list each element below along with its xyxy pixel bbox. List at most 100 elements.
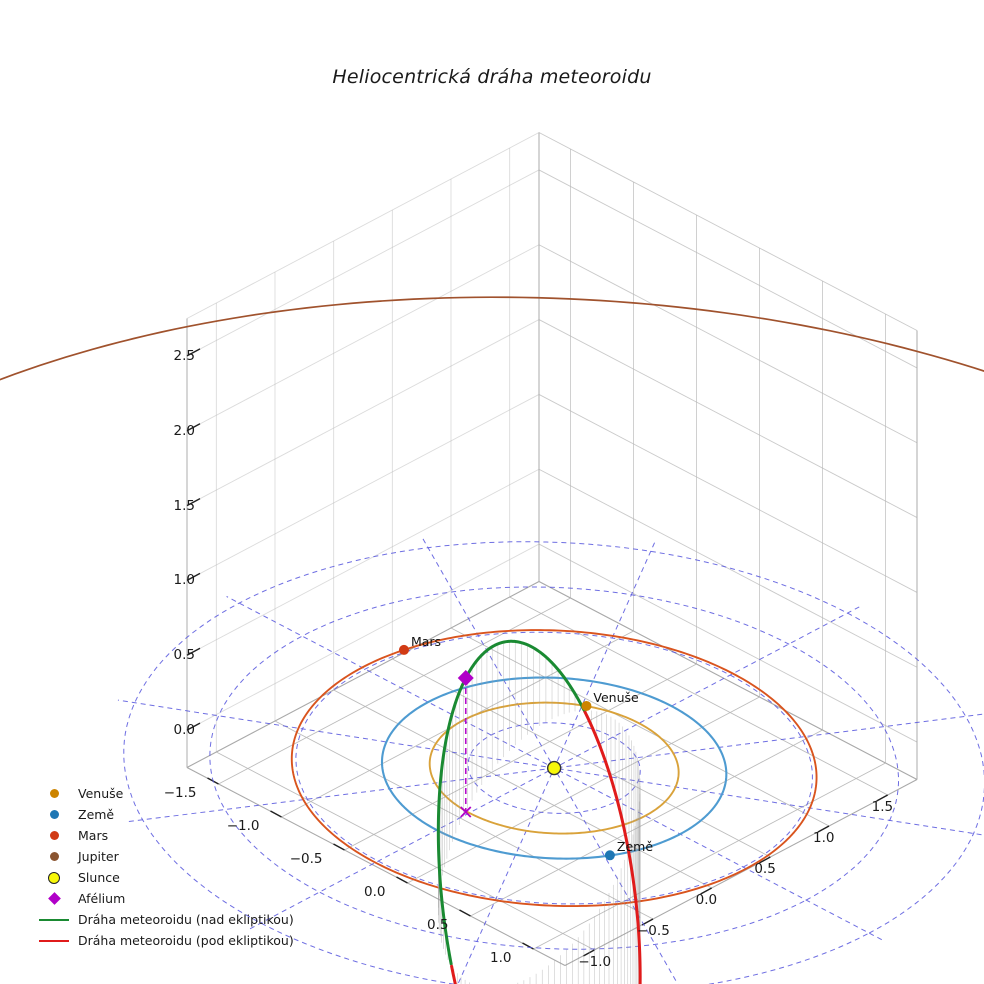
legend-item-1[interactable]: Země — [30, 804, 330, 825]
grid-line — [274, 720, 654, 920]
legend-marker-2 — [49, 831, 59, 840]
sun-marker[interactable] — [546, 760, 562, 776]
legend-item-5[interactable]: Afélium — [30, 888, 330, 909]
grid-line — [186, 132, 540, 319]
y-tick-label: −0.5 — [637, 923, 670, 939]
axis-tick — [186, 647, 201, 656]
legend-item-6[interactable]: Dráha meteoroidu (nad ekliptikou) — [30, 909, 330, 930]
polar-grid-circle — [295, 631, 813, 905]
planet-marker-mars[interactable] — [398, 644, 409, 655]
legend-label-6: Dráha meteoroidu (nad ekliptikou) — [78, 912, 294, 927]
axis-tick — [186, 423, 201, 432]
axis-tick — [758, 856, 771, 864]
x-tick-label: 0.5 — [427, 917, 449, 933]
legend-marker-4 — [48, 871, 60, 884]
z-tick-label: 0.5 — [173, 647, 195, 664]
legend-label-1: Země — [78, 807, 115, 822]
z-tick-label: 2.0 — [173, 422, 195, 439]
grid-line — [538, 394, 918, 593]
legend-line-icon — [30, 909, 78, 930]
legend: Venuše Země Mars Jupiter Slunce Afélium Dráha … — [30, 783, 330, 951]
page-title: Heliocentrická dráha meteoroidu — [332, 66, 652, 88]
legend-label-5: Afélium — [78, 891, 126, 906]
legend-item-7[interactable]: Dráha meteoroidu (pod ekliptikou) — [30, 930, 330, 951]
legend-label-4: Slunce — [78, 870, 120, 885]
axis-tick — [700, 887, 713, 895]
axis-tick — [186, 348, 201, 357]
grid-line — [538, 468, 918, 668]
grid-line — [186, 468, 540, 656]
legend-marker-3 — [49, 852, 59, 861]
grid-line — [470, 729, 823, 917]
legend-marker-7 — [39, 939, 69, 942]
axis-spine — [186, 581, 540, 768]
grid-line — [392, 658, 771, 858]
legend-label-0: Venuše — [78, 786, 124, 801]
axis-tick — [186, 722, 201, 731]
legend-marker-6 — [39, 918, 69, 921]
grid-line — [538, 543, 918, 743]
aphelion-marker[interactable] — [457, 670, 474, 687]
legend-diamond-icon — [30, 888, 78, 909]
axis-tick — [876, 794, 889, 802]
legend-dot-icon — [30, 804, 78, 825]
x-tick-label: 0.0 — [364, 884, 386, 900]
axis-tick — [333, 843, 345, 851]
axis-tick — [522, 942, 534, 950]
axis-tick — [396, 876, 408, 884]
body-label-mars: Mars — [410, 633, 442, 649]
x-tick-label: −1.0 — [226, 818, 260, 834]
legend-marker-1 — [49, 810, 59, 819]
grid-line — [218, 597, 571, 785]
legend-line-icon — [30, 930, 78, 951]
axis-tick — [582, 949, 595, 957]
axis-tick — [817, 825, 830, 833]
axis-spine — [538, 581, 918, 780]
legend-dot-icon — [30, 867, 78, 888]
body-label-země: Země — [616, 839, 654, 855]
grid-line — [186, 319, 540, 506]
legend-item-4[interactable]: Slunce — [30, 867, 330, 888]
legend-item-3[interactable]: Jupiter — [30, 846, 330, 867]
x-tick-label: 1.0 — [490, 950, 512, 966]
legend-dot-icon — [30, 846, 78, 867]
x-tick-label: −0.5 — [289, 851, 323, 867]
planet-marker-země[interactable] — [604, 850, 615, 861]
axis-tick — [459, 909, 471, 917]
grid-line — [509, 596, 888, 796]
polar-grid-circle — [467, 722, 641, 814]
axis-tick — [270, 810, 282, 818]
legend-marker-5 — [47, 892, 61, 905]
aphelion-projection-marker — [460, 806, 472, 818]
grid-line — [538, 319, 918, 518]
legend-marker-0 — [49, 789, 59, 798]
legend-item-2[interactable]: Mars — [30, 825, 330, 846]
legend-item-0[interactable]: Venuše — [30, 783, 330, 804]
planet-marker-venuše[interactable] — [581, 700, 592, 711]
orbit-earth — [380, 676, 728, 860]
y-tick-label: −1.0 — [578, 954, 612, 970]
polar-grid-circle — [123, 541, 984, 984]
grid-line — [186, 169, 540, 357]
axis-spine — [564, 779, 918, 966]
grid-line — [216, 751, 595, 951]
x-tick-label: −1.5 — [163, 785, 197, 801]
z-tick-label: 1.5 — [173, 497, 195, 514]
grid-line — [344, 663, 697, 851]
y-tick-label: 1.5 — [871, 799, 894, 815]
legend-label-7: Dráha meteoroidu (pod ekliptikou) — [78, 933, 294, 948]
grid-line — [538, 169, 918, 369]
axis-tick — [186, 497, 201, 507]
body-label-venuše: Venuše — [593, 689, 639, 705]
legend-label-3: Jupiter — [78, 849, 119, 864]
grid-line — [538, 244, 918, 444]
axis-spine — [186, 767, 566, 966]
grid-line — [186, 543, 540, 731]
orbit-mars — [290, 629, 818, 908]
meteoroid-path-above — [562, 675, 586, 712]
legend-label-2: Mars — [78, 828, 109, 843]
orbit-venus — [428, 701, 680, 835]
grid-line — [450, 627, 830, 827]
